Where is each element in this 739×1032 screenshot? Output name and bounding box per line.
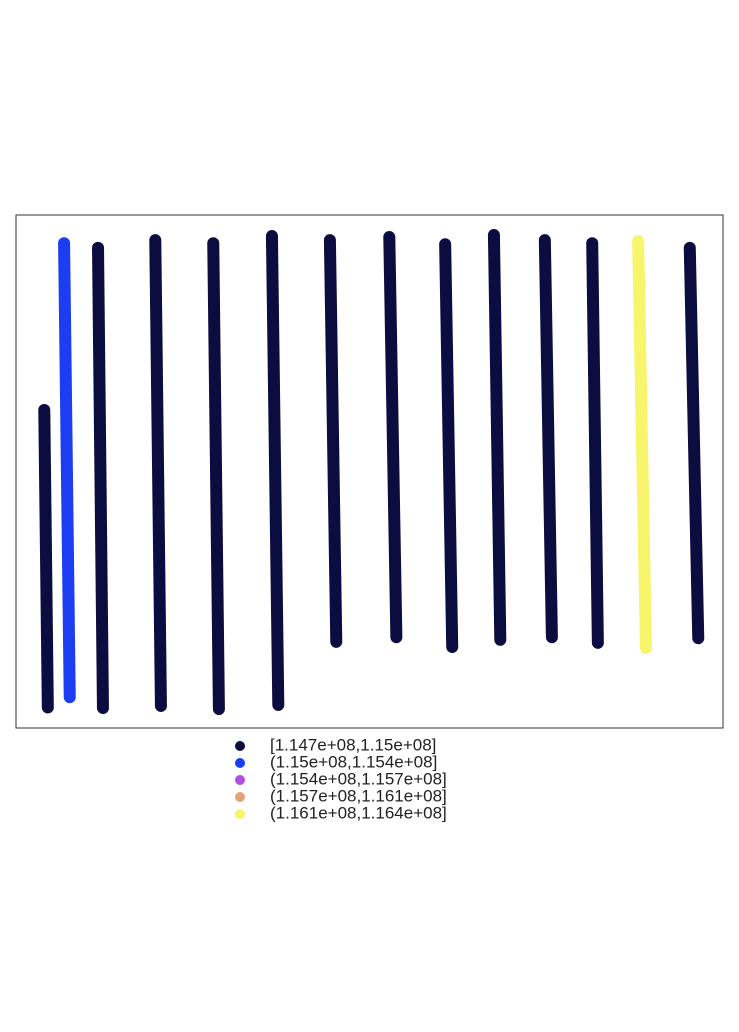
legend-label: (1.15e+08,1.154e+08] [270, 752, 437, 771]
point-strip [92, 241, 109, 714]
point-strip [538, 234, 558, 644]
legend-label: (1.157e+08,1.161e+08] [270, 786, 447, 805]
legend-swatch [235, 809, 245, 819]
point-strip [487, 229, 507, 646]
point-strip [38, 403, 54, 714]
point-strip [207, 237, 225, 716]
point-strip [323, 234, 343, 648]
point-strip [58, 237, 76, 704]
legend-label: [1.147e+08,1.15e+08] [270, 735, 436, 754]
point-strip [265, 230, 285, 711]
plot-frame [15, 214, 724, 729]
legend-swatch [235, 741, 245, 751]
legend-swatch [235, 758, 245, 768]
legend-label: (1.154e+08,1.157e+08] [270, 769, 447, 788]
legend-label: (1.161e+08,1.164e+08] [270, 803, 447, 822]
point-strip [683, 241, 705, 645]
point-strip [586, 237, 604, 649]
point-strip [383, 231, 403, 644]
point-strip [439, 238, 459, 653]
point-strip [149, 234, 167, 712]
legend-swatch [235, 792, 245, 802]
legend-swatch [235, 775, 245, 785]
point-strip [632, 235, 652, 654]
